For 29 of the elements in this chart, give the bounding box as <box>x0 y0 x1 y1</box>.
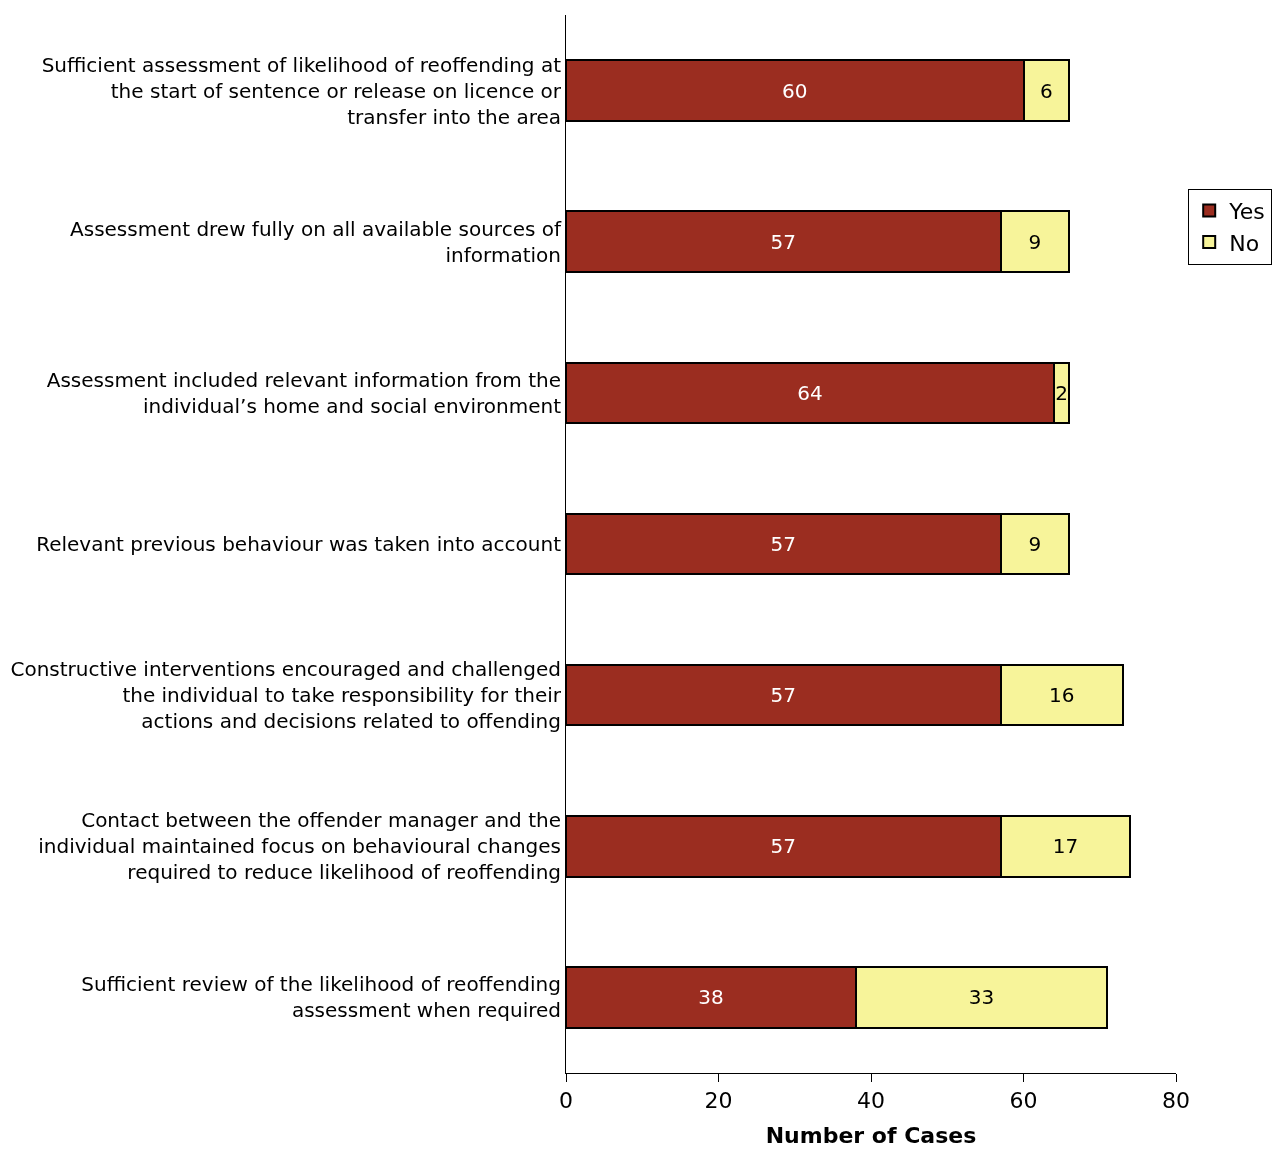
y-tick-label: Relevant previous behaviour was taken into account <box>36 532 562 556</box>
legend-label: Yes <box>1228 198 1265 224</box>
data-label: 57 <box>770 834 797 859</box>
y-tick-label: Sufficient review of the likelihood of reoffending assessment when required <box>81 972 561 1023</box>
x-tick-label: 20 <box>704 1088 733 1114</box>
data-label: 9 <box>1028 229 1042 254</box>
data-label: 6 <box>1040 78 1053 103</box>
y-tick-label: Sufficient assessment of likelihood of reoffending at the start of sentence or release on licence or transfer into the area <box>41 52 562 129</box>
y-tick-label: Assessment drew fully on all available sources of information <box>70 216 562 267</box>
legend-label: No <box>1229 230 1260 256</box>
x-tick-label: 40 <box>857 1088 885 1114</box>
x-tick-label: 60 <box>1009 1088 1038 1114</box>
data-label: 17 <box>1052 834 1079 859</box>
data-label: 57 <box>770 532 797 556</box>
data-label: 9 <box>1028 532 1042 556</box>
data-label: 57 <box>770 683 797 708</box>
x-tick-label: 0 <box>559 1088 573 1114</box>
x-tick-label: 80 <box>1162 1088 1190 1114</box>
data-label: 57 <box>770 229 797 254</box>
x-axis-title: Number of Cases <box>765 1123 977 1149</box>
y-tick-label: Contact between the offender manager and the individual maintained focus on behavioural changes required to reduce likelihood of reoffending <box>38 808 561 885</box>
data-label: 38 <box>698 985 724 1010</box>
data-label: 60 <box>782 78 808 103</box>
data-label: 16 <box>1048 683 1075 708</box>
data-label: 33 <box>968 985 995 1010</box>
data-label: 2 <box>1055 380 1068 405</box>
y-tick-label: Assessment included relevant information from the individual’s home and social environment <box>46 367 562 418</box>
y-tick-label: Constructive interventions encouraged and challenged the individual to take responsibility for their actions and decisions related to offending <box>10 657 562 734</box>
data-label: 64 <box>797 380 823 405</box>
